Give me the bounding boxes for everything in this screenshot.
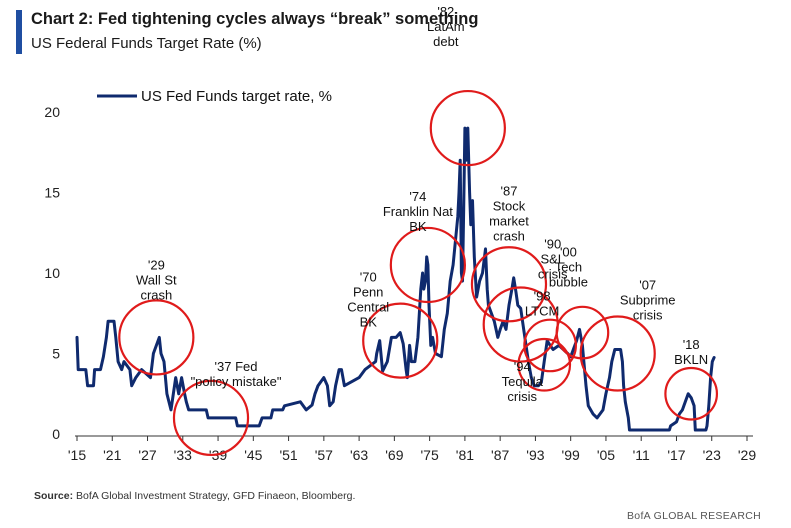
y-tick-label: 0: [52, 426, 60, 442]
x-tick-label: '33: [174, 447, 192, 463]
x-tick-label: '81: [456, 447, 474, 463]
annotation-label-line: '00: [560, 245, 577, 260]
annotation-label-line: "policy mistake": [191, 374, 282, 389]
annotation-circle: [389, 226, 466, 304]
title-accent-bar: [16, 10, 22, 54]
annotation-label-line: '98: [534, 288, 551, 303]
annotation-label-line: BK: [360, 315, 378, 330]
annotation-label-line: market: [489, 213, 529, 228]
annotation-label-line: Penn: [353, 285, 383, 300]
annotation-label: '70 Penn Central BK: [347, 270, 389, 330]
brand-footer: BofA GLOBAL RESEARCH: [627, 510, 761, 522]
annotation-circle: [470, 246, 548, 323]
x-tick-label: '87: [491, 447, 509, 463]
annotation-label-line: debt: [433, 34, 459, 49]
annotation-label: '90 S&L crisis: [538, 237, 568, 282]
annotation-label-line: '90: [544, 237, 561, 252]
annotation-label-line: S&L: [540, 252, 565, 267]
x-tick-label: '29: [738, 447, 756, 463]
x-tick-label: '75: [421, 447, 439, 463]
annotation-label-line: '37 Fed: [215, 359, 258, 374]
x-tick-label: '45: [244, 447, 262, 463]
x-tick-label: '17: [667, 447, 685, 463]
annotation-label: '00 Tech bubble: [549, 245, 588, 290]
annotation-circle: [362, 302, 439, 379]
annotation-label-line: crisis: [538, 267, 568, 282]
source-note: Source: BofA Global Investment Strategy,…: [34, 490, 355, 502]
x-tick-label: '15: [68, 447, 86, 463]
annotation-circle: [429, 89, 506, 167]
annotation-label-line: Wall St: [136, 272, 177, 287]
annotation-circle: [523, 318, 577, 373]
annotation-label-line: crisis: [507, 389, 537, 404]
annotation-label-line: Franklin Nat: [383, 204, 453, 219]
x-tick-label: '11: [633, 447, 650, 463]
x-tick-label: '57: [315, 447, 333, 463]
y-tick-label: 5: [52, 346, 60, 362]
annotation-label-line: '29: [148, 257, 165, 272]
legend: US Fed Funds target rate, %: [97, 88, 332, 105]
annotation-label-line: '82: [437, 4, 454, 19]
annotation-label-line: '74: [409, 189, 426, 204]
legend-label: US Fed Funds target rate, %: [141, 88, 332, 105]
y-tick-label: 10: [44, 265, 60, 281]
annotation-label-line: '94: [514, 359, 531, 374]
annotation-label: '82 LatAm debt: [427, 4, 465, 49]
annotation-label-line: Stock: [493, 198, 526, 213]
annotation-circle: [118, 299, 195, 376]
annotation-label: '74 Franklin Nat BK: [383, 189, 453, 234]
annotation-label-line: '87: [500, 183, 517, 198]
x-tick-label: '99: [562, 447, 580, 463]
annotation-label-line: Subprime: [620, 293, 676, 308]
annotation-label-line: '70: [360, 270, 377, 285]
annotation-label: '94 Tequila crisis: [502, 359, 544, 404]
x-tick-label: '51: [279, 447, 297, 463]
axes: '15'21'27'33'39'45'51'57'63'69'75'81'87 '…: [44, 104, 756, 463]
annotation-label-line: Central: [347, 300, 389, 315]
annotation-label-line: Tequila: [502, 374, 544, 389]
annotation-label-line: BK: [409, 219, 427, 234]
x-tick-label: '23: [703, 447, 721, 463]
series-line: [75, 126, 716, 432]
annotation-label-line: Tech: [555, 260, 582, 275]
annotation-label: '18 BKLN: [674, 337, 708, 367]
annotation-circle: [579, 315, 656, 392]
annotation-label-line: LTCM: [525, 303, 559, 318]
annotation-label-line: '18: [683, 337, 700, 352]
annotation-label: '98 LTCM: [525, 288, 559, 318]
source-label: Source:: [34, 490, 74, 502]
annotation-label-line: crisis: [633, 308, 663, 323]
annotation-label-line: '07: [639, 278, 656, 293]
series-layer: [75, 126, 716, 432]
x-tick-label: '93: [526, 447, 544, 463]
annotation-label: '87 Stock market crash: [489, 183, 529, 243]
annotation-circle: [664, 366, 719, 421]
annotation-label-line: crash: [493, 228, 525, 243]
annotation-label-line: bubble: [549, 275, 588, 290]
chart-subtitle: US Federal Funds Target Rate (%): [31, 35, 262, 52]
annotation-circle: [172, 379, 250, 457]
chart-title: Chart 2: Fed tightening cycles always “b…: [31, 10, 479, 28]
x-tick-label: '63: [350, 447, 368, 463]
annotation-label: '29 Wall St crash: [136, 257, 177, 302]
x-tick-label: '27: [138, 447, 156, 463]
annotation-label: '07 Subprime crisis: [620, 278, 676, 323]
y-tick-label: 15: [44, 185, 60, 201]
annotation-circle: [555, 305, 610, 360]
annotation-circle: [517, 337, 572, 392]
x-tick-label: '69: [385, 447, 403, 463]
y-tick-label: 20: [44, 104, 60, 120]
annotation-label-line: LatAm: [427, 19, 465, 34]
annotation-label: '37 Fed "policy mistake": [191, 359, 282, 389]
annotations-layer: '29 Wall St crash'37 Fed "policy mistake"'7…: [118, 4, 719, 457]
x-tick-label: '05: [597, 447, 615, 463]
annotation-label-line: crash: [140, 287, 172, 302]
source-text: BofA Global Investment Strategy, GFD Fin…: [73, 490, 356, 502]
x-tick-label: '21: [103, 447, 121, 463]
annotation-label-line: BKLN: [674, 352, 708, 367]
